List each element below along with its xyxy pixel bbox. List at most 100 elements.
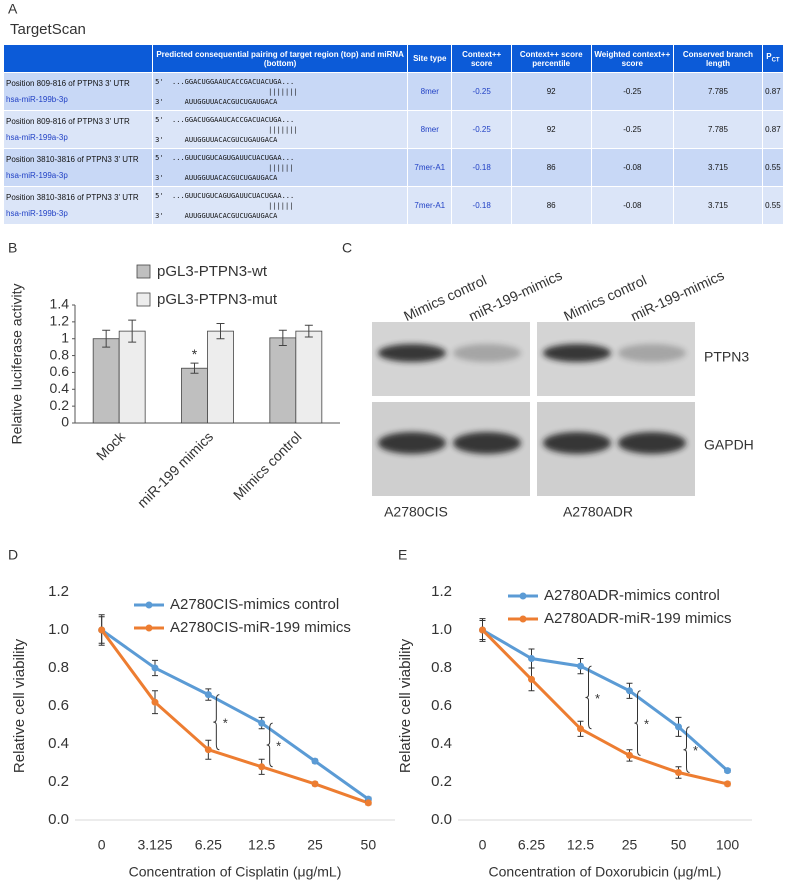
annotation: * xyxy=(693,743,698,758)
legend-label: A2780CIS-mimics control xyxy=(170,596,339,613)
x-tick-label: Mock xyxy=(93,428,129,464)
point xyxy=(675,769,682,776)
percentile-cell: 86 xyxy=(511,149,591,186)
header-cell: Context++ score percentile xyxy=(511,45,591,72)
y-tick-label: 1.2 xyxy=(431,583,452,600)
y-tick-label: 0.6 xyxy=(50,363,70,379)
strand: 5' xyxy=(155,191,164,200)
mirna: hsa-miR-199b-3p xyxy=(6,95,68,104)
brace xyxy=(585,665,592,730)
blot-band xyxy=(543,432,611,454)
percentile-cell: 92 xyxy=(511,73,591,110)
context-cell: -0.25 xyxy=(452,111,511,148)
error-bar xyxy=(278,329,287,346)
x-tick-label: 12.5 xyxy=(248,837,275,853)
error-bar xyxy=(216,323,225,340)
position-cell: Position 3810-3816 of PTPN3 3' UTR hsa-mi… xyxy=(4,149,153,186)
point xyxy=(626,751,633,759)
site-type-cell: 8mer xyxy=(408,73,452,110)
seq-bottom: AUUGGUUACACGUCUGAUGACA xyxy=(184,97,278,106)
legend-marker xyxy=(519,592,527,600)
y-tick-label: 1.4 xyxy=(50,296,70,312)
legend-swatch xyxy=(136,264,151,279)
point xyxy=(204,691,212,699)
y-tick-label: 0 xyxy=(61,414,69,430)
table-row: Position 809-816 of PTPN3 3' UTR hsa-miR-… xyxy=(4,111,783,148)
blot-band xyxy=(618,432,686,454)
mirna: hsa-miR-199a-3p xyxy=(6,171,68,180)
error-bar xyxy=(128,319,137,343)
position: Position 3810-3816 of PTPN3 3' UTR xyxy=(6,193,139,202)
table-title: TargetScan xyxy=(10,21,86,38)
pairing: |||||| xyxy=(268,163,294,172)
seq-line: 5' ...GUUCUGUCAGUGAUUCUACUGAA... xyxy=(155,153,405,163)
legend-label: pGL3-PTPN3-wt xyxy=(157,263,268,280)
y-tick-label: 0.6 xyxy=(431,697,452,714)
y-tick-label: 0.4 xyxy=(431,735,452,752)
pairing: |||||| xyxy=(268,201,294,210)
strand: 3' xyxy=(155,135,164,144)
pairing-cell: 5' ...GGACUGGAAUCACCGACUACUGA... ||||||| 3… xyxy=(153,111,408,148)
seq-line: 5' ...GUUCUGUCAGUGAUUCUACUGAA... xyxy=(155,191,405,201)
seq-line: 3' AUUGGUUACACGUCUGAUGACA xyxy=(155,97,405,107)
weighted-cell: -0.08 xyxy=(591,187,674,224)
y-tick-label: 0.6 xyxy=(48,697,69,714)
position-cell: Position 809-816 of PTPN3 3' UTR hsa-miR-… xyxy=(4,111,153,148)
panel-label: A xyxy=(8,1,18,17)
pct-cell: 0.55 xyxy=(762,187,783,224)
context-cell: -0.25 xyxy=(452,73,511,110)
header-text: P xyxy=(766,51,772,61)
point xyxy=(479,626,486,634)
series-line xyxy=(481,628,729,772)
pairing: ||||||| xyxy=(268,87,298,96)
panel-label: B xyxy=(8,240,17,256)
point xyxy=(98,626,106,634)
header-cell: Conserved branch length xyxy=(674,45,762,72)
branch-cell: 7.785 xyxy=(674,73,762,110)
annotation: * xyxy=(644,717,649,732)
site-type-cell: 7mer-A1 xyxy=(408,149,452,186)
bar xyxy=(269,337,297,424)
point xyxy=(528,675,535,683)
y-tick-label: 0.4 xyxy=(48,735,69,752)
bar xyxy=(207,330,234,424)
position: Position 3810-3816 of PTPN3 3' UTR xyxy=(6,155,139,164)
legend-label: pGL3-PTPN3-mut xyxy=(157,291,278,308)
header-cell: Site type xyxy=(408,45,452,72)
header-cell: Context++ score xyxy=(452,45,511,72)
panel-label: C xyxy=(342,240,352,256)
pct-cell: 0.87 xyxy=(762,73,783,110)
x-tick-label: 6.25 xyxy=(195,837,222,853)
x-tick-label: Mimics control xyxy=(230,428,305,503)
pct-cell: 0.87 xyxy=(762,111,783,148)
strand: 3' xyxy=(155,173,164,182)
y-tick-label: 1 xyxy=(61,329,69,345)
seq-line: 5' ...GGACUGGAAUCACCGACUACUGA... xyxy=(155,77,405,87)
point xyxy=(258,719,266,727)
branch-cell: 3.715 xyxy=(674,187,762,224)
position: Position 809-816 of PTPN3 3' UTR xyxy=(6,117,130,126)
brace xyxy=(683,726,690,773)
seq-line: 5' ...GGACUGGAAUCACCGACUACUGA... xyxy=(155,115,405,125)
x-axis-label: Concentration of Doxorubicin (μg/mL) xyxy=(489,864,722,880)
position: Position 809-816 of PTPN3 3' UTR xyxy=(6,79,130,88)
y-tick-label: 1.0 xyxy=(431,621,452,638)
annotation: * xyxy=(192,346,198,362)
x-tick-label: 3.125 xyxy=(137,837,172,853)
blot-band xyxy=(453,432,521,454)
brace xyxy=(213,694,220,751)
seq-line: ||||||| xyxy=(155,125,405,135)
strand: 5' xyxy=(155,153,164,162)
seq-line: |||||| xyxy=(155,163,405,173)
annotation: * xyxy=(223,716,228,731)
point xyxy=(577,725,584,733)
strand: 3' xyxy=(155,211,164,220)
targetscan-table: Predicted consequential pairing of targe… xyxy=(3,44,784,225)
cell-line-label: A2780CIS xyxy=(384,504,448,520)
x-tick-label: 100 xyxy=(716,837,740,853)
y-tick-label: 0.8 xyxy=(431,659,452,676)
legend-label: A2780ADR-miR-199 mimics xyxy=(544,610,732,627)
seq-bottom: AUUGGUUACACGUCUGAUGACA xyxy=(184,211,278,220)
